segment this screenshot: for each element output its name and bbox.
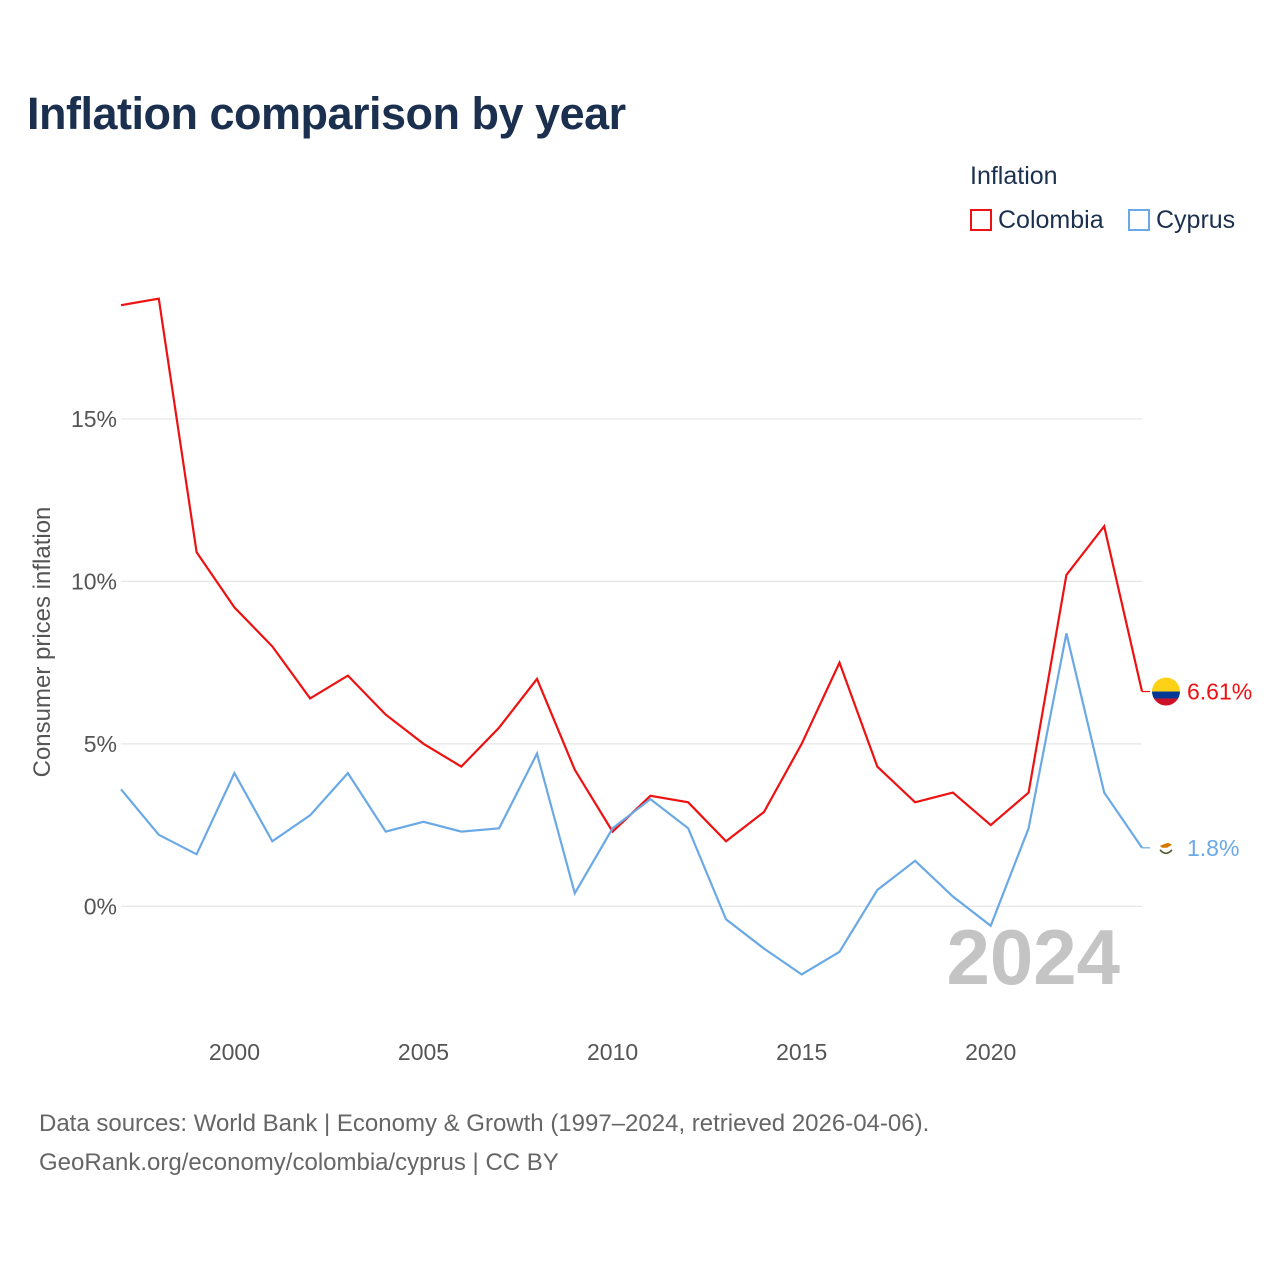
y-tick-label: 10% [71, 568, 117, 594]
legend-swatch-cyprus [1128, 209, 1150, 231]
data-point-colombia[interactable] [191, 546, 203, 558]
colombia-flag-icon [1152, 677, 1180, 706]
data-point-cyprus[interactable] [947, 891, 959, 903]
data-point-colombia[interactable] [947, 787, 959, 799]
data-point-cyprus[interactable] [153, 829, 165, 841]
data-point-colombia[interactable] [380, 709, 392, 721]
data-point-colombia[interactable] [796, 738, 808, 750]
data-point-colombia[interactable] [153, 293, 165, 305]
data-point-cyprus[interactable] [418, 816, 430, 828]
data-point-cyprus[interactable] [493, 822, 505, 834]
data-point-cyprus[interactable] [342, 767, 354, 779]
data-point-cyprus[interactable] [531, 748, 543, 760]
data-point-cyprus[interactable] [266, 835, 278, 847]
data-point-cyprus[interactable] [644, 793, 656, 805]
data-point-colombia[interactable] [569, 764, 581, 776]
data-point-colombia[interactable] [115, 299, 127, 311]
data-point-cyprus[interactable] [115, 783, 127, 795]
data-point-colombia[interactable] [342, 670, 354, 682]
data-point-colombia[interactable] [1098, 520, 1110, 532]
year-stamp: 2024 [946, 913, 1120, 1001]
data-point-cyprus[interactable] [1098, 787, 1110, 799]
data-point-cyprus[interactable] [455, 826, 467, 838]
data-point-colombia[interactable] [493, 722, 505, 734]
data-point-cyprus[interactable] [985, 920, 997, 932]
data-point-cyprus[interactable] [191, 848, 203, 860]
data-point-colombia[interactable] [1023, 787, 1035, 799]
x-axis-ticks: 2000 2005 2010 2015 2020 [209, 1039, 1016, 1065]
data-point-colombia[interactable] [266, 640, 278, 652]
legend-item-colombia[interactable]: Colombia [970, 206, 1104, 234]
data-point-colombia[interactable] [909, 796, 921, 808]
series-line-colombia [120, 297, 1144, 843]
series-line-cyprus [120, 633, 1143, 976]
data-point-colombia[interactable] [871, 761, 883, 773]
gridlines [121, 418, 1142, 907]
end-label-cyprus: 1.8% [1187, 835, 1239, 861]
end-labels: 6.61% 1.8% [1142, 677, 1252, 862]
y-axis-title: Consumer prices inflation [29, 507, 56, 778]
data-point-cyprus[interactable] [871, 884, 883, 896]
data-point-colombia[interactable] [758, 806, 770, 818]
y-tick-label: 5% [84, 731, 117, 757]
data-point-cyprus[interactable] [833, 946, 845, 958]
data-point-colombia[interactable] [682, 796, 694, 808]
cyprus-flag-icon [1152, 833, 1180, 862]
data-point-cyprus[interactable] [569, 887, 581, 899]
footer: Data sources: World Bank | Economy & Gro… [39, 1104, 929, 1182]
data-point-colombia[interactable] [455, 761, 467, 773]
data-point-cyprus[interactable] [758, 943, 770, 955]
x-tick-label: 2020 [965, 1039, 1016, 1065]
footer-link[interactable]: GeoRank.org/economy/colombia/cyprus | CC… [39, 1149, 559, 1176]
data-point-colombia[interactable] [418, 738, 430, 750]
x-tick-label: 2010 [587, 1039, 638, 1065]
data-point-cyprus[interactable] [796, 969, 808, 981]
data-point-cyprus[interactable] [607, 822, 619, 834]
data-point-cyprus[interactable] [304, 809, 316, 821]
data-point-cyprus[interactable] [1023, 822, 1035, 834]
y-tick-label: 15% [71, 406, 117, 432]
data-point-cyprus[interactable] [682, 822, 694, 834]
legend-label-cyprus: Cyprus [1156, 205, 1236, 234]
y-tick-label: 0% [84, 893, 117, 919]
data-point-cyprus[interactable] [380, 826, 392, 838]
data-point-cyprus[interactable] [228, 767, 240, 779]
chart-title: Inflation comparison by year [27, 88, 626, 139]
data-point-cyprus[interactable] [909, 855, 921, 867]
data-point-colombia[interactable] [1060, 569, 1072, 581]
footer-sources: Data sources: World Bank | Economy & Gro… [39, 1110, 930, 1137]
data-point-colombia[interactable] [304, 692, 316, 704]
x-tick-label: 2015 [776, 1039, 827, 1065]
legend-title: Inflation [970, 162, 1058, 190]
x-tick-label: 2005 [398, 1039, 449, 1065]
data-point-cyprus[interactable] [1060, 627, 1072, 639]
y-axis-ticks: 0% 5% 10% 15% [71, 406, 117, 919]
legend-item-cyprus[interactable]: Cyprus [1128, 206, 1235, 234]
legend-label-colombia: Colombia [998, 205, 1104, 234]
end-label-colombia: 6.61% [1187, 679, 1252, 705]
data-point-colombia[interactable] [833, 657, 845, 669]
data-point-colombia[interactable] [531, 673, 543, 685]
data-point-colombia[interactable] [228, 601, 240, 613]
data-point-colombia[interactable] [985, 819, 997, 831]
series-lines [115, 293, 1144, 981]
legend-swatch-colombia [970, 209, 992, 231]
data-point-cyprus[interactable] [720, 913, 732, 925]
x-tick-label: 2000 [209, 1039, 260, 1065]
data-point-colombia[interactable] [720, 835, 732, 847]
